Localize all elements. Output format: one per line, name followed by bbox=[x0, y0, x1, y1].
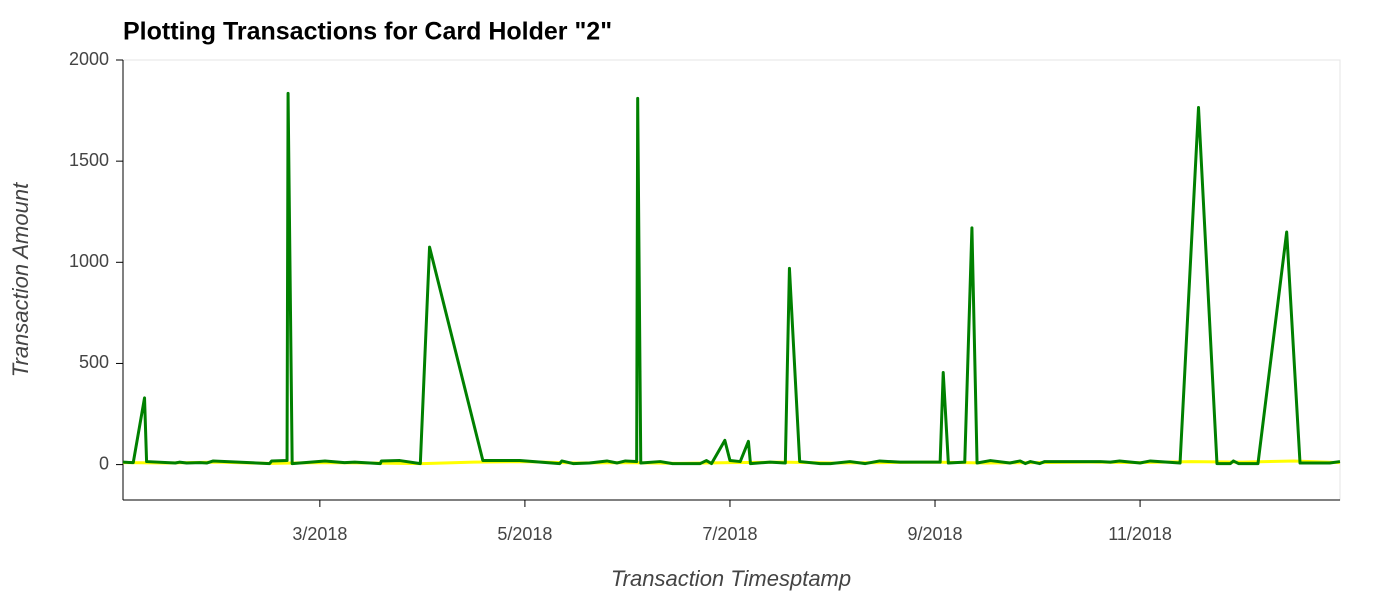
x-axis-label: Transaction Timesptamp bbox=[611, 566, 851, 591]
x-tick-label: 7/2018 bbox=[702, 524, 757, 544]
y-tick-label: 0 bbox=[99, 453, 109, 473]
x-tick-label: 11/2018 bbox=[1108, 524, 1172, 544]
line-series bbox=[122, 91, 1341, 466]
x-tick-label: 3/2018 bbox=[292, 524, 347, 544]
y-axis-label: Transaction Amount bbox=[8, 182, 33, 377]
y-tick-label: 1000 bbox=[69, 251, 109, 271]
y-tick-label: 500 bbox=[79, 352, 109, 372]
y-tick-label: 1500 bbox=[69, 150, 109, 170]
chart-title: Plotting Transactions for Card Holder "2… bbox=[123, 18, 612, 46]
x-tick-label: 9/2018 bbox=[907, 524, 962, 544]
x-tick-label: 5/2018 bbox=[497, 524, 552, 544]
y-tick-label: 2000 bbox=[69, 49, 109, 69]
plot-frame bbox=[122, 59, 1341, 501]
